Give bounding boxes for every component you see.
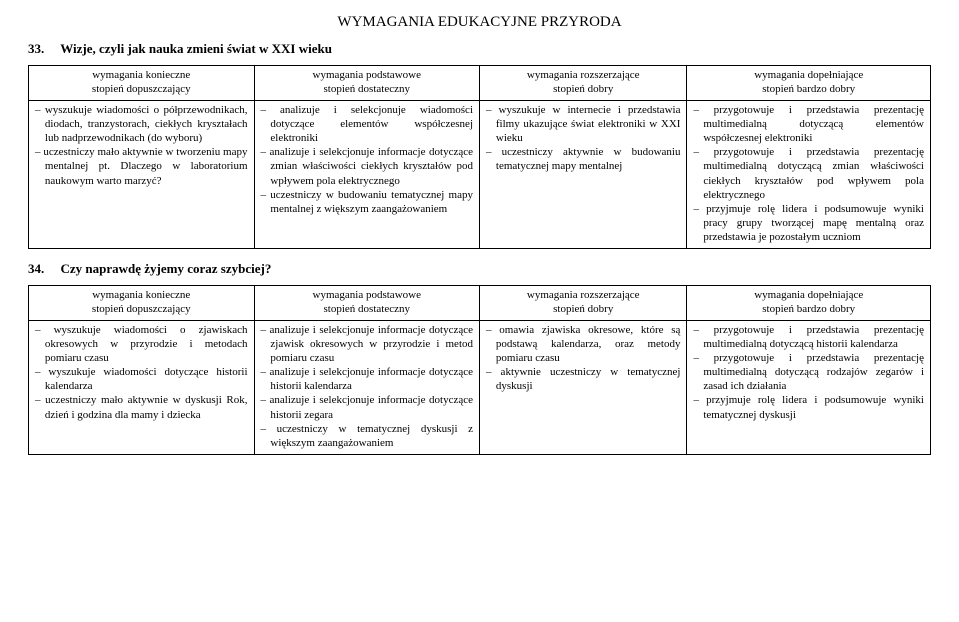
section-34-heading: 34. Czy naprawdę żyjemy coraz szybciej? [28,261,931,277]
col-header-1: wymagania konieczne stopień dopuszczając… [29,285,255,320]
section-33-title: Wizje, czyli jak nauka zmieni świat w XX… [60,41,332,56]
table-row: – wyszukuje wiadomości o zjawiskach okre… [29,321,931,455]
table-row: wymagania konieczne stopień dopuszczając… [29,285,931,320]
cell-34-3: – omawia zjawiska okresowe, które są pod… [480,321,687,455]
section-34-title: Czy naprawdę żyjemy coraz szybciej? [61,261,272,276]
col-header-3: wymagania rozszerzające stopień dobry [480,285,687,320]
document-title: WYMAGANIA EDUKACYJNE PRZYRODA [28,14,931,31]
col-header-4: wymagania dopełniające stopień bardzo do… [687,285,931,320]
col-header-2: wymagania podstawowe stopień dostateczny [254,285,480,320]
col-header-1: wymagania konieczne stopień dopuszczając… [29,66,255,101]
cell-33-2: – analizuje i selekcjonuje wiadomości do… [254,101,480,249]
section-34-number: 34. [28,261,44,276]
cell-34-4: – przygotowuje i przedstawia prezentację… [687,321,931,455]
cell-34-2: – analizuje i selekcjonuje informacje do… [254,321,480,455]
page: WYMAGANIA EDUKACYJNE PRZYRODA 33. Wizje,… [0,0,959,455]
cell-33-4: – przygotowuje i przedstawia prezentację… [687,101,931,249]
section-33-table: wymagania konieczne stopień dopuszczając… [28,65,931,249]
cell-33-1: – wyszukuje wiadomości o półprzewodnikac… [29,101,255,249]
col-header-3: wymagania rozszerzające stopień dobry [480,66,687,101]
section-34-table: wymagania konieczne stopień dopuszczając… [28,285,931,455]
section-33-heading: 33. Wizje, czyli jak nauka zmieni świat … [28,41,931,57]
cell-33-3: – wyszukuje w internecie i przedstawia f… [480,101,687,249]
col-header-2: wymagania podstawowe stopień dostateczny [254,66,480,101]
table-row: – wyszukuje wiadomości o półprzewodnikac… [29,101,931,249]
table-row: wymagania konieczne stopień dopuszczając… [29,66,931,101]
section-33-number: 33. [28,41,44,56]
col-header-4: wymagania dopełniające stopień bardzo do… [687,66,931,101]
cell-34-1: – wyszukuje wiadomości o zjawiskach okre… [29,321,255,455]
